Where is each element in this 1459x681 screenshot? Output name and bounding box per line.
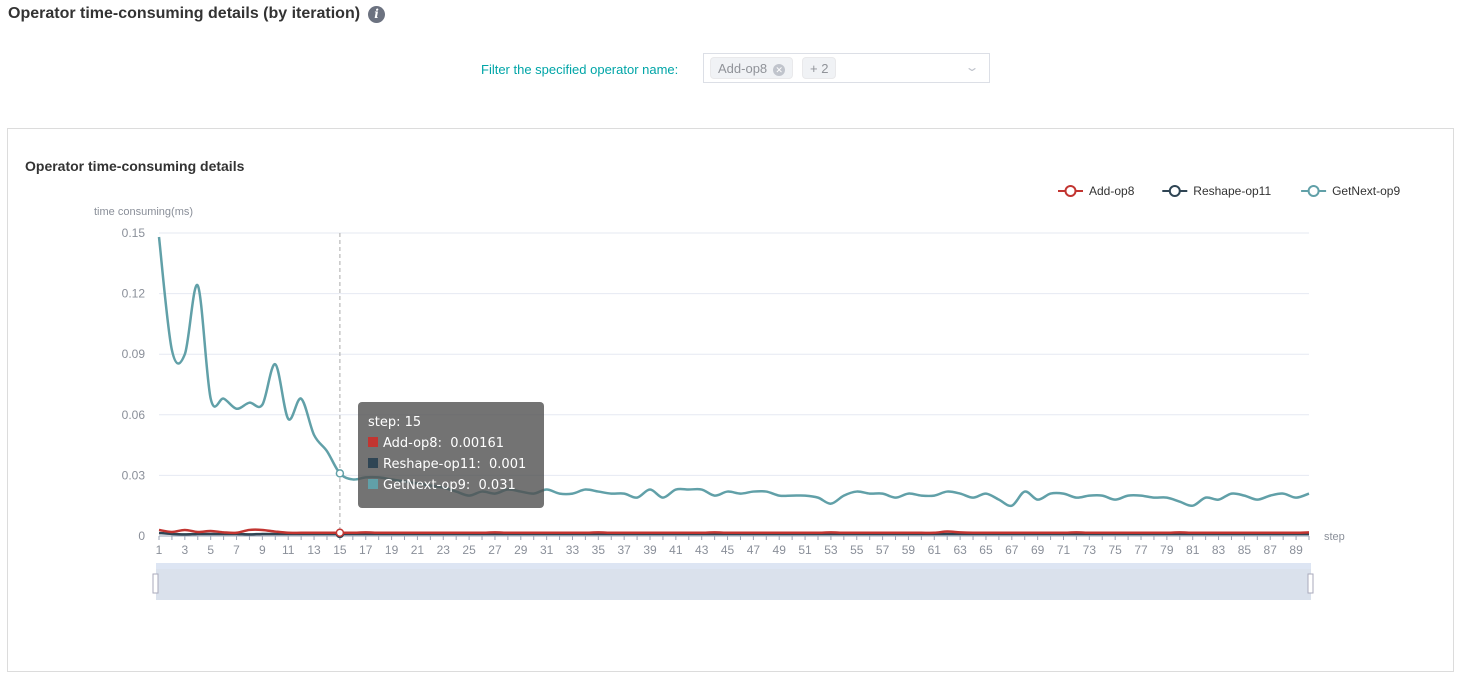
x-tick-label: 25 <box>462 543 476 557</box>
x-tick-label: 57 <box>876 543 890 557</box>
x-tick-label: 43 <box>695 543 709 557</box>
tooltip-title: step: 15 <box>368 415 422 430</box>
legend-item-GetNext-op9[interactable]: GetNext-op9 <box>1332 184 1400 198</box>
x-tick-label: 5 <box>207 543 214 557</box>
x-tick-label: 83 <box>1212 543 1226 557</box>
x-tick-label: 53 <box>824 543 838 557</box>
x-tick-label: 47 <box>747 543 761 557</box>
series-line-Add-op8 <box>158 528 1310 535</box>
x-tick-label: 29 <box>514 543 528 557</box>
x-tick-label: 67 <box>1005 543 1019 557</box>
x-tick-label: 55 <box>850 543 864 557</box>
legend-item-Reshape-op11[interactable]: Reshape-op11 <box>1193 184 1271 198</box>
x-tick-label: 23 <box>437 543 451 557</box>
x-tick-label: 27 <box>488 543 502 557</box>
x-tick-label: 21 <box>411 543 425 557</box>
x-tick-label: 49 <box>773 543 787 557</box>
y-tick-label: 0.12 <box>122 287 146 301</box>
page-title-text: Operator time-consuming details (by iter… <box>8 5 361 22</box>
x-tick-label: 39 <box>643 543 657 557</box>
x-tick-label: 11 <box>282 543 295 557</box>
filter-label: Filter the specified operator name: <box>481 62 679 77</box>
chart-tooltip: step: 15 Add-op8: 0.00161 Reshape-op11: … <box>358 402 544 508</box>
x-tick-label: 19 <box>385 543 399 557</box>
x-tick-label: 41 <box>669 543 683 557</box>
tooltip-row: Reshape-op11: 0.001 <box>368 454 534 475</box>
x-tick-label: 51 <box>798 543 812 557</box>
legend-marker-icon <box>1064 185 1077 197</box>
y-tick-label: 0 <box>138 529 145 543</box>
x-tick-label: 61 <box>928 543 942 557</box>
x-tick-label: 59 <box>902 543 916 557</box>
legend-marker-icon <box>1307 185 1320 197</box>
x-tick-label: 3 <box>181 543 188 557</box>
legend-marker-icon <box>1168 185 1181 197</box>
chart-panel <box>7 128 1454 672</box>
x-tick-label: 1 <box>156 543 163 557</box>
x-tick-label: 75 <box>1109 543 1123 557</box>
x-tick-label: 65 <box>979 543 993 557</box>
x-tick-label: 85 <box>1238 543 1252 557</box>
legend-item-Add-op8[interactable]: Add-op8 <box>1089 184 1135 198</box>
x-tick-label: 77 <box>1134 543 1148 557</box>
x-tick-label: 89 <box>1289 543 1303 557</box>
x-tick-label: 13 <box>307 543 321 557</box>
tooltip-row: Add-op8: 0.00161 <box>368 433 534 454</box>
x-tick-label: 63 <box>953 543 967 557</box>
remove-tag-icon[interactable]: ✕ <box>773 63 786 76</box>
page-title: Operator time-consuming details (by iter… <box>8 5 386 23</box>
operator-filter-select[interactable]: Add-op8 ✕ + 2 ⌄ <box>703 53 990 83</box>
chevron-down-icon[interactable]: ⌄ <box>964 60 980 74</box>
x-tick-label: 33 <box>566 543 580 557</box>
x-tick-label: 17 <box>359 543 373 557</box>
selected-tag: Add-op8 ✕ <box>710 57 794 79</box>
x-tick-label: 45 <box>721 543 735 557</box>
hover-point-GetNext-op9 <box>335 469 345 478</box>
x-tick-label: 79 <box>1160 543 1174 557</box>
x-tick-label: 9 <box>259 543 266 557</box>
x-tick-label: 7 <box>233 543 240 557</box>
tooltip-row: GetNext-op9: 0.031 <box>368 475 534 496</box>
y-axis-label: time consuming(ms) <box>94 206 193 218</box>
y-tick-label: 0.15 <box>122 226 146 240</box>
data-zoom-bar <box>156 563 1311 569</box>
tag-label: Add-op8 <box>718 61 768 76</box>
x-tick-label: 73 <box>1083 543 1097 557</box>
y-tick-label: 0.09 <box>122 347 146 361</box>
slider-handle[interactable] <box>152 573 159 594</box>
data-zoom-slider[interactable] <box>156 563 1311 600</box>
x-axis-label: step <box>1324 531 1345 543</box>
y-tick-label: 0.03 <box>122 468 146 482</box>
x-tick-label: 69 <box>1031 543 1045 557</box>
slider-handle[interactable] <box>1307 573 1314 594</box>
more-tags-badge: + 2 <box>802 57 837 79</box>
y-tick-label: 0.06 <box>122 408 146 422</box>
x-tick-label: 37 <box>617 543 631 557</box>
series-line-GetNext-op9 <box>157 236 1310 508</box>
x-tick-label: 71 <box>1057 543 1071 557</box>
hover-point-Add-op8 <box>335 528 345 537</box>
x-tick-label: 31 <box>540 543 554 557</box>
x-tick-label: 87 <box>1264 543 1278 557</box>
info-icon[interactable]: i <box>368 5 386 23</box>
x-tick-label: 35 <box>592 543 606 557</box>
chart-title: Operator time-consuming details <box>25 158 245 174</box>
x-tick-label: 15 <box>333 543 347 557</box>
x-tick-label: 81 <box>1186 543 1200 557</box>
